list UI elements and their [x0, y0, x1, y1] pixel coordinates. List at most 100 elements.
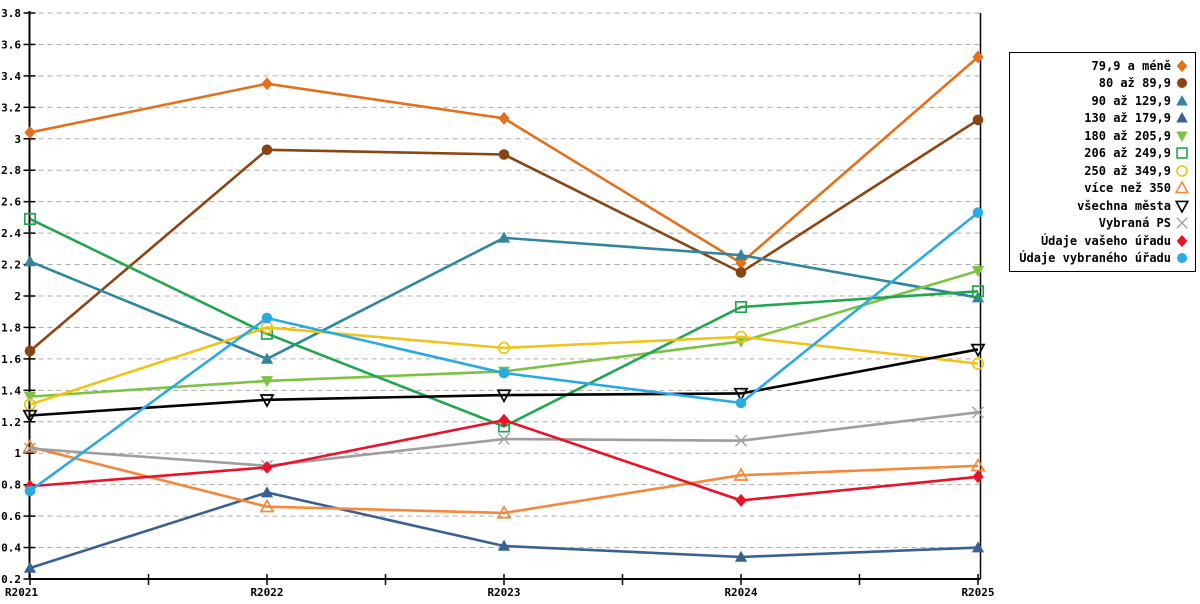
marker-circle	[24, 485, 36, 497]
marker-circle	[971, 357, 985, 370]
marker-square	[1176, 147, 1188, 159]
series-1	[24, 114, 984, 357]
legend-item: více než 350	[1015, 180, 1190, 198]
x-axis-label: R2024	[724, 586, 757, 599]
series-line	[29, 348, 979, 417]
legend-item-label: Vybraná PS	[1098, 216, 1171, 231]
series-3	[23, 486, 985, 573]
series-line	[29, 236, 979, 361]
y-axis-label: 0.4	[1, 542, 21, 555]
legend-item: 180 až 205,9	[1015, 127, 1190, 145]
series-line	[29, 445, 979, 515]
series-9	[24, 406, 984, 472]
marker-circle	[735, 267, 747, 278]
legend-item: 90 až 129,9	[1015, 92, 1190, 110]
series-7	[22, 438, 986, 519]
x-axis-label: R2025	[961, 586, 994, 599]
marker-x	[24, 442, 36, 455]
marker-triangle-up	[260, 352, 274, 364]
marker-triangle-up	[496, 504, 512, 519]
legend-item: 80 až 89,9	[1015, 75, 1190, 93]
legend-item-label: více než 350	[1084, 181, 1171, 196]
y-axis-label: 3.4	[1, 70, 21, 83]
marker-triangle-down	[733, 387, 749, 402]
marker-circle	[972, 207, 984, 218]
marker-circle	[734, 330, 748, 344]
legend-marker-diamond-icon	[1176, 59, 1188, 72]
marker-triangle-down	[23, 391, 37, 403]
marker-triangle-down	[970, 343, 986, 358]
marker-circle	[261, 312, 273, 324]
marker-triangle-down	[1176, 131, 1188, 142]
marker-circle	[497, 341, 511, 355]
series-8	[22, 343, 986, 424]
legend-marker-triangle-up-icon	[1176, 94, 1188, 106]
legend-marker-square-icon	[1176, 147, 1188, 159]
marker-diamond	[24, 125, 36, 139]
legend-marker-diamond-icon	[1176, 234, 1188, 247]
marker-triangle-up	[733, 467, 749, 481]
marker-triangle-down	[496, 389, 512, 404]
marker-circle	[23, 398, 37, 411]
marker-diamond	[1176, 234, 1188, 247]
legend-item-label: 250 až 349,9	[1084, 163, 1171, 178]
marker-square	[23, 212, 37, 226]
y-axis-label: 0.2	[1, 573, 21, 586]
marker-square	[734, 300, 748, 314]
marker-triangle-down	[259, 394, 275, 408]
marker-diamond	[735, 493, 747, 507]
marker-circle	[735, 397, 747, 409]
legend-item: 206 až 249,9	[1015, 145, 1190, 163]
y-axis-label: 2.8	[1, 164, 21, 177]
x-axis: R2021 R2022 R2023 R2024 R2025	[5, 13, 995, 599]
marker-triangle-down	[971, 266, 985, 278]
marker-triangle-up	[1176, 94, 1188, 106]
marker-diamond	[261, 460, 273, 474]
legend-item: všechna města	[1015, 197, 1190, 215]
legend-item: 130 až 179,9	[1015, 110, 1190, 128]
marker-circle	[972, 114, 984, 126]
y-axis-label: 2.6	[1, 196, 21, 209]
legend-item-label: 130 až 179,9	[1084, 111, 1171, 126]
marker-circle	[498, 367, 510, 379]
marker-triangle-up	[497, 539, 511, 551]
legend-marker-circle-icon	[1176, 164, 1188, 177]
marker-diamond	[498, 413, 510, 427]
marker-triangle-down	[1174, 200, 1190, 214]
legend-item-label: 206 až 249,9	[1084, 146, 1171, 161]
marker-triangle-up	[259, 498, 275, 513]
series-line	[29, 211, 979, 493]
marker-triangle-up	[971, 541, 985, 553]
marker-diamond	[261, 77, 273, 91]
series-line	[29, 326, 979, 406]
marker-triangle-up	[497, 231, 511, 243]
legend-item-label: 180 až 205,9	[1084, 128, 1171, 143]
y-axis-label: 1.8	[1, 321, 21, 334]
marker-diamond	[972, 470, 984, 484]
x-axis-label: R2022	[250, 586, 283, 599]
legend-item-label: všechna města	[1077, 198, 1171, 213]
legend-item: Údaje vašeho úřadu	[1015, 232, 1190, 250]
marker-diamond	[498, 111, 510, 125]
marker-circle	[1176, 78, 1188, 89]
marker-triangle-up	[260, 486, 274, 498]
legend-item-label: 90 až 129,9	[1091, 93, 1171, 108]
legend-marker-x-icon	[1176, 217, 1188, 229]
y-axis-label: 1	[14, 447, 21, 460]
y-axis-label: 1.2	[1, 416, 21, 429]
legend-item-label: 79,9 a méně	[1091, 58, 1171, 73]
marker-circle	[261, 144, 273, 156]
marker-diamond	[972, 50, 984, 64]
y-axis-label: 1.4	[1, 384, 21, 397]
legend: 79,9 a méně 80 až 89,9 90 až 129,9 130 až 1…	[1009, 52, 1196, 272]
y-axis-label: 0.8	[1, 479, 21, 492]
marker-triangle-up	[23, 561, 37, 573]
marker-x	[972, 406, 984, 419]
marker-triangle-up	[23, 255, 37, 267]
marker-diamond	[1176, 59, 1188, 72]
y-axis-label: 3.6	[1, 38, 21, 51]
y-axis-label: 2	[14, 290, 21, 303]
legend-marker-triangle-down-icon	[1176, 131, 1188, 142]
marker-triangle-up	[1176, 112, 1188, 123]
